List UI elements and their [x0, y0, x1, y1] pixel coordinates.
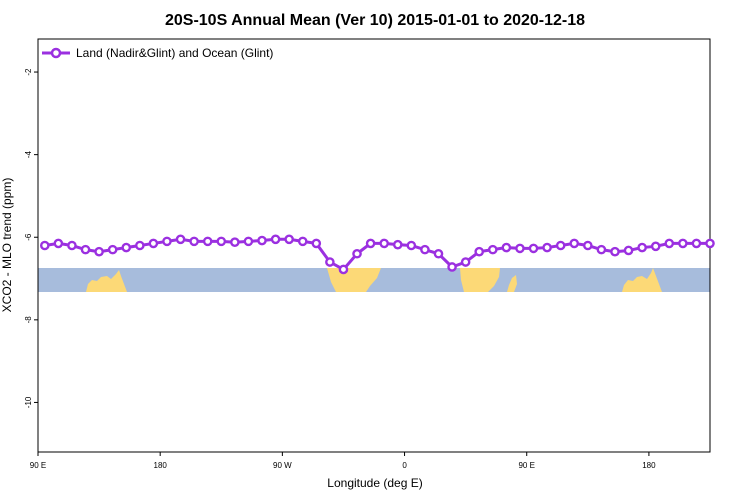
x-tick-label: 0	[402, 461, 407, 470]
land-mass-2	[460, 268, 500, 292]
data-point	[420, 244, 430, 255]
data-point	[121, 242, 132, 253]
data-point	[474, 246, 485, 257]
data-point	[664, 238, 675, 249]
data-point	[230, 237, 240, 247]
x-tick-label: 90 E	[518, 461, 534, 470]
data-point	[80, 244, 91, 255]
data-point	[392, 239, 403, 250]
data-point	[705, 238, 715, 249]
data-point	[555, 240, 566, 251]
data-point	[162, 236, 172, 247]
data-point	[569, 238, 580, 249]
data-point	[243, 236, 254, 247]
data-point	[352, 248, 362, 259]
y-tick-label: -8	[24, 316, 33, 324]
data-point	[623, 245, 634, 256]
land-masses	[86, 268, 662, 292]
land-mass-1	[327, 268, 381, 292]
series-group	[39, 234, 715, 275]
data-point	[501, 242, 512, 253]
data-point	[460, 257, 471, 267]
y-axis-label: XCO2 - MLO trend (ppm)	[0, 178, 14, 313]
data-point	[583, 240, 593, 251]
data-point	[678, 238, 688, 249]
x-axis-ticks: 90 E 180 90 W 0 90 E 180	[30, 452, 656, 470]
y-tick-label: -6	[24, 233, 33, 241]
legend-label: Land (Nadir&Glint) and Ocean (Glint)	[76, 46, 273, 60]
data-point	[637, 242, 647, 253]
data-point	[148, 238, 159, 249]
data-point	[311, 238, 322, 249]
data-point	[338, 264, 349, 275]
data-point	[270, 234, 281, 245]
y-axis-ticks: -2 -4 -6 -8 -10	[24, 68, 38, 408]
data-point	[365, 238, 376, 249]
data-point	[53, 238, 64, 249]
data-point	[325, 257, 335, 267]
x-tick-label: 90 E	[30, 461, 46, 470]
data-point	[528, 243, 539, 254]
data-point	[135, 240, 145, 251]
land-mass-3	[507, 275, 517, 292]
data-point	[406, 240, 417, 251]
data-point	[284, 234, 294, 245]
y-tick-label: -10	[24, 396, 33, 408]
data-point	[216, 236, 227, 247]
data-point	[297, 236, 308, 247]
series-line	[44, 237, 710, 272]
land-mass-4	[622, 268, 662, 292]
data-point	[202, 236, 213, 247]
chart-title: 20S-10S Annual Mean (Ver 10) 2015-01-01 …	[165, 12, 585, 29]
data-point	[487, 244, 498, 255]
x-tick-label: 180	[642, 461, 656, 470]
legend: Land (Nadir&Glint) and Ocean (Glint)	[42, 46, 273, 60]
data-point	[94, 246, 104, 257]
data-point	[650, 241, 661, 252]
y-tick-label: -4	[24, 151, 33, 159]
data-point	[610, 246, 620, 257]
data-point	[379, 238, 389, 249]
data-point	[447, 262, 457, 272]
data-point	[175, 234, 186, 245]
data-point	[542, 242, 552, 253]
data-point	[515, 243, 525, 254]
x-tick-label: 180	[154, 461, 168, 470]
data-point	[67, 240, 77, 251]
data-point	[39, 240, 50, 251]
y-tick-label: -2	[24, 68, 33, 76]
data-point	[433, 248, 444, 259]
data-point	[596, 244, 607, 255]
legend-marker	[50, 47, 62, 59]
data-point	[691, 238, 702, 249]
data-point	[257, 235, 267, 246]
land-mass-0	[86, 270, 127, 292]
data-point	[189, 236, 199, 247]
x-tick-label: 90 W	[273, 461, 292, 470]
plot-area: 90 E 180 90 W 0 90 E 180 -2 -4 -6 -8 -10	[24, 38, 715, 470]
x-axis-label: Longitude (deg E)	[327, 476, 422, 490]
data-point	[107, 244, 118, 255]
